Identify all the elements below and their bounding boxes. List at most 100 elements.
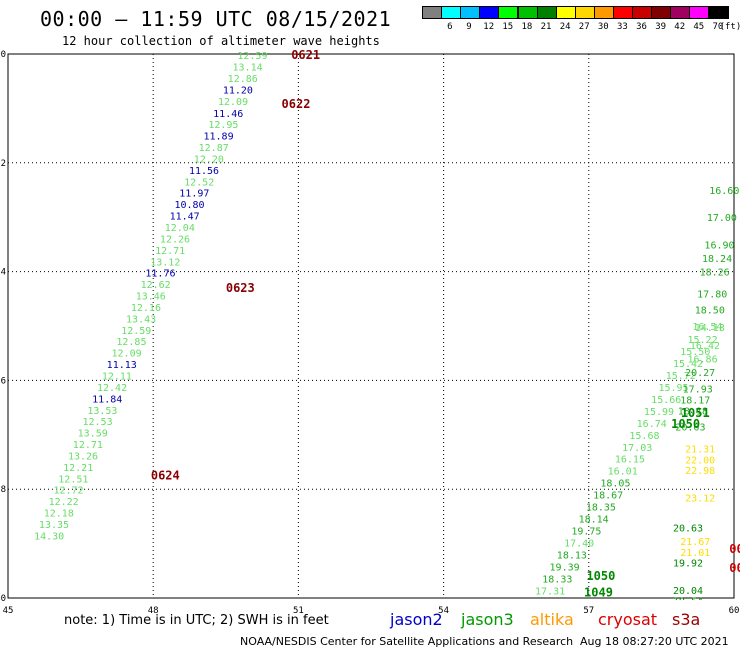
- data-point-label: 22.98: [685, 466, 715, 477]
- data-point-label: 13.26: [68, 451, 98, 462]
- colorbar-label: 36: [636, 22, 647, 32]
- data-point-label: 12.26: [160, 234, 190, 245]
- colorbar-label: 24: [559, 22, 571, 32]
- chart-title: 00:00 – 11:59 UTC 08/15/2021: [40, 7, 392, 31]
- time-label: 1051: [681, 406, 710, 420]
- data-point-label: 11.20: [223, 85, 253, 96]
- data-point-label: 12.18: [44, 509, 74, 520]
- data-point-label: 18.67: [593, 491, 623, 502]
- data-point-label: 15.72: [666, 371, 696, 382]
- colorbar-label: 33: [617, 22, 628, 32]
- data-point-label: 20.27: [685, 368, 715, 379]
- data-point-label: 18.05: [600, 479, 630, 490]
- data-point-label: 13.12: [150, 257, 180, 268]
- data-point-label: 12.53: [82, 417, 112, 428]
- x-tick-label: 54: [438, 606, 449, 616]
- data-point-label: 15.66: [651, 395, 681, 406]
- y-tick-label: -36: [0, 376, 6, 386]
- data-point-label: 11.46: [213, 109, 243, 120]
- data-point-label: 23.12: [685, 493, 715, 504]
- data-point-label: 12.95: [208, 120, 238, 131]
- data-point-label: 12.21: [63, 463, 93, 474]
- data-point-label: 18.14: [579, 515, 609, 526]
- data-point-label: 16.74: [637, 419, 667, 430]
- x-tick-label: 51: [293, 606, 304, 616]
- data-point-label: 21.01: [680, 548, 710, 559]
- data-point-label: 12.52: [184, 177, 214, 188]
- data-point-label: 17.93: [683, 385, 713, 396]
- data-point-label: 12.59: [237, 51, 267, 62]
- time-label: 0624: [151, 469, 180, 483]
- y-tick-label: -30: [0, 50, 6, 60]
- data-point-label: 20.63: [675, 423, 705, 434]
- colorbar-unit: (ft): [719, 22, 740, 32]
- data-point-label: 12.87: [199, 143, 229, 154]
- data-point-label: 11.47: [170, 212, 200, 223]
- x-tick-label: 45: [3, 606, 14, 616]
- data-point-label: 15.42: [673, 359, 703, 370]
- data-point-label: 20.63: [673, 523, 703, 534]
- generated-timestamp: Aug 18 08:27:20 UTC 2021: [580, 635, 729, 648]
- data-point-label: 15.22: [687, 335, 717, 346]
- colorbar-label: 9: [466, 22, 472, 32]
- data-point-label: 11.76: [145, 269, 175, 280]
- colorbar-label: 45: [693, 22, 705, 32]
- data-point-label: 13.46: [136, 292, 166, 303]
- data-point-label: 15.95: [658, 383, 688, 394]
- data-point-label: 11.84: [92, 394, 122, 405]
- data-point-label: 12.85: [116, 337, 146, 348]
- data-point-label: 11.89: [203, 132, 233, 143]
- data-point-label: 15.68: [629, 431, 659, 442]
- data-point-label: 12.20: [194, 154, 224, 165]
- data-point-label: 12.51: [58, 474, 88, 485]
- data-point-label: 12.59: [121, 326, 151, 337]
- credit-line: NOAA/NESDIS Center for Satellite Applica…: [240, 635, 574, 648]
- colorbar-swatch: [708, 6, 729, 19]
- data-point-label: 13.43: [126, 314, 156, 325]
- colorbar-label: 39: [655, 22, 667, 32]
- time-label: 1049: [584, 586, 613, 600]
- time-label: 1050: [586, 569, 615, 583]
- data-point-label: 17.31: [535, 586, 565, 597]
- data-point-label: 16.86: [687, 355, 717, 366]
- data-point-label: 12.04: [165, 223, 195, 234]
- data-point-label: 16.90: [704, 240, 734, 251]
- data-point-label: 19.39: [550, 562, 580, 573]
- data-point-label: 19.75: [571, 527, 601, 538]
- data-point-label: 18.13: [557, 550, 587, 561]
- data-point-label: 12.62: [141, 280, 171, 291]
- data-point-label: 19.54: [673, 597, 703, 608]
- data-point-label: 12.42: [97, 383, 127, 394]
- plot-frame: [7, 53, 735, 599]
- x-tick-label: 57: [583, 606, 594, 616]
- data-point-label: 20.04: [673, 586, 703, 597]
- data-point-label: 11.97: [179, 189, 209, 200]
- time-label: 0621: [291, 48, 320, 62]
- data-point-label: 17.03: [622, 443, 652, 454]
- legend-altika: altika: [530, 610, 574, 629]
- colorbar-label: 30: [597, 22, 609, 32]
- y-tick-label: -34: [0, 268, 6, 278]
- data-point-label: 16.01: [608, 467, 638, 478]
- data-point-label: 19.92: [673, 559, 703, 570]
- data-point-label: 12.16: [131, 303, 161, 314]
- data-point-label: 12.09: [112, 349, 142, 360]
- data-point-label: 14.13: [695, 323, 725, 334]
- data-point-label: 13.35: [39, 520, 69, 531]
- data-point-label: 12.09: [218, 97, 248, 108]
- colorbar-label: 70: [712, 22, 724, 32]
- data-point-label: 12.72: [53, 486, 83, 497]
- data-point-label: 18.18: [678, 406, 708, 417]
- legend-s3a: s3a: [672, 610, 701, 629]
- data-point-label: 13.53: [87, 406, 117, 417]
- data-point-label: 18.33: [542, 574, 572, 585]
- y-tick-label: -40: [0, 594, 6, 604]
- data-point-label: 13.14: [233, 63, 263, 74]
- chart-subtitle: 12 hour collection of altimeter wave hei…: [62, 34, 380, 48]
- data-point-label: 16.42: [690, 341, 720, 352]
- time-label: 0020: [729, 561, 740, 575]
- colorbar-label: 27: [578, 22, 590, 32]
- data-point-label: 18.50: [695, 306, 725, 317]
- legend-cryosat: cryosat: [598, 610, 658, 629]
- data-point-label: 21.31: [685, 444, 715, 455]
